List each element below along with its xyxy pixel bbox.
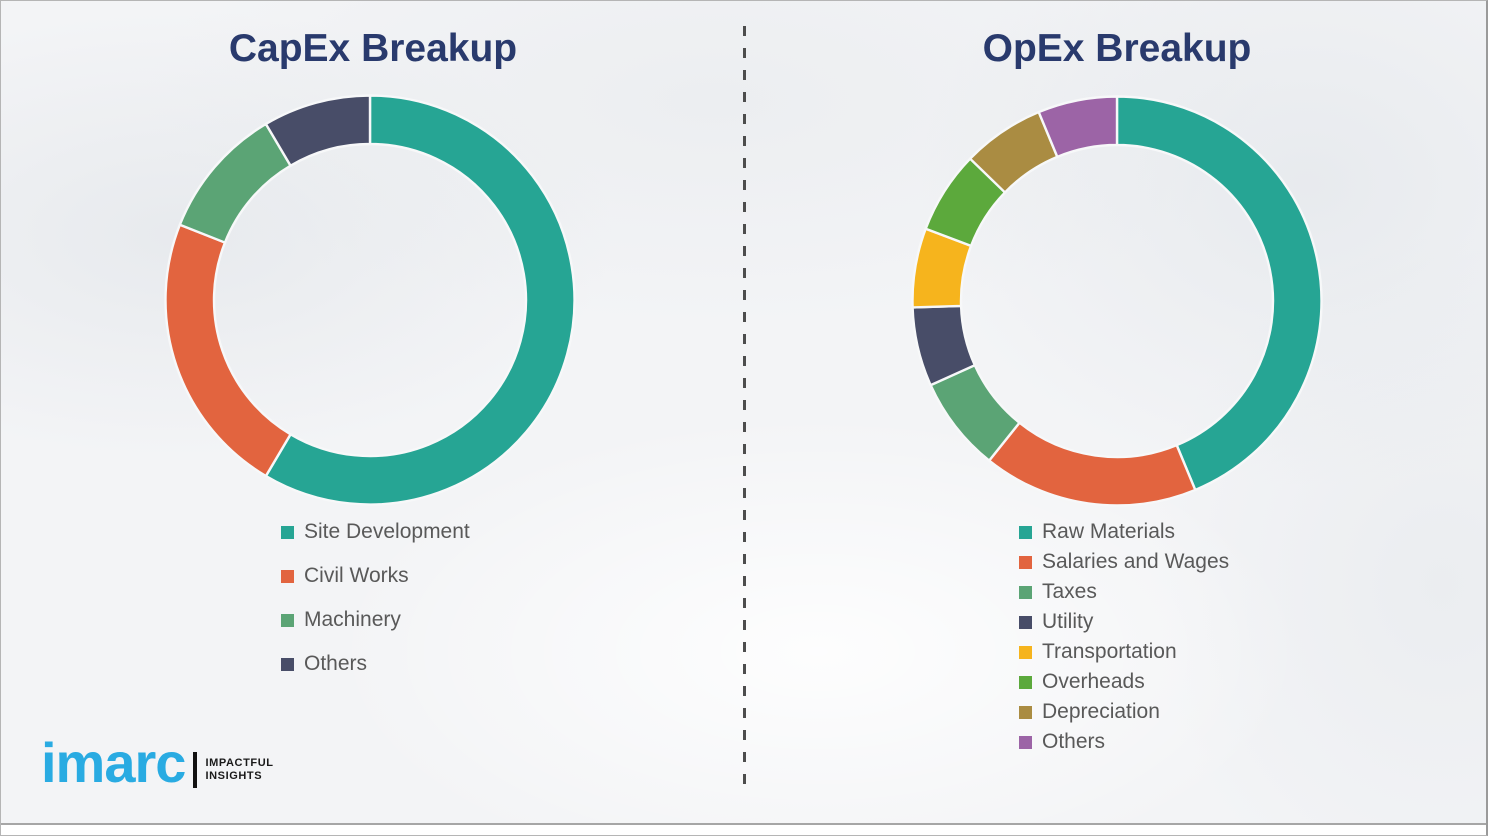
legend-label-machinery: Machinery — [304, 608, 401, 631]
legend-label-depreciation: Depreciation — [1042, 700, 1160, 723]
legend-swatch-others — [281, 657, 294, 671]
legend-swatch-site-development — [281, 525, 294, 539]
donut-segment-civil-works — [164, 223, 292, 478]
legend-item-site-development: Site Development — [281, 510, 470, 554]
legend-swatch-raw-materials — [1019, 525, 1032, 539]
logo-tagline-line1: IMPACTFUL — [205, 757, 274, 769]
opex-legend: Raw Materials Salaries and Wages Taxes Util… — [1019, 517, 1229, 757]
legend-item-others: Others — [281, 642, 470, 686]
legend-swatch-civil-works — [281, 569, 294, 583]
legend-label-others: Others — [304, 652, 368, 675]
capex-legend: Site Development Civil Works Machinery Othe… — [281, 510, 470, 686]
donut-segment-site-development — [264, 94, 576, 506]
legend-label-transportation: Transportation — [1042, 640, 1177, 663]
capex-chart-title: CapEx Breakup — [228, 27, 518, 70]
imarc-logo: imarc IMPACTFUL INSIGHTS — [41, 734, 274, 792]
legend-label-site-development: Site Development — [304, 520, 470, 543]
legend-item-machinery: Machinery — [281, 598, 470, 642]
legend-item-overheads: Overheads — [1019, 667, 1229, 697]
legend-label-taxes: Taxes — [1042, 580, 1097, 603]
legend-swatch-utility — [1019, 615, 1032, 629]
legend-swatch-depreciation — [1019, 705, 1032, 719]
legend-label-others: Others — [1042, 730, 1106, 753]
legend-item-civil-works: Civil Works — [281, 554, 470, 598]
donut-segment-salaries-and-wages — [987, 421, 1197, 507]
legend-swatch-transportation — [1019, 645, 1032, 659]
capex-donut-chart — [164, 94, 576, 506]
legend-label-utility: Utility — [1042, 610, 1094, 633]
logo-divider-bar — [193, 752, 198, 788]
legend-item-others: Others — [1019, 727, 1229, 757]
opex-chart-title: OpEx Breakup — [982, 27, 1252, 70]
legend-swatch-salaries-and-wages — [1019, 555, 1032, 569]
legend-item-transportation: Transportation — [1019, 637, 1229, 667]
legend-item-utility: Utility — [1019, 607, 1229, 637]
bottom-white-strip — [1, 825, 1486, 835]
legend-label-salaries-and-wages: Salaries and Wages — [1042, 550, 1230, 573]
legend-item-salaries-and-wages: Salaries and Wages — [1019, 547, 1229, 577]
donut-segment-others — [1037, 95, 1119, 159]
legend-label-overheads: Overheads — [1042, 670, 1145, 693]
legend-item-depreciation: Depreciation — [1019, 697, 1229, 727]
donut-segment-raw-materials — [1115, 95, 1323, 492]
imarc-wordmark: imarc — [41, 731, 186, 794]
donut-segment-others — [264, 94, 372, 167]
legend-item-taxes: Taxes — [1019, 577, 1229, 607]
opex-donut-chart — [911, 95, 1323, 507]
legend-label-raw-materials: Raw Materials — [1042, 520, 1176, 543]
logo-tagline: IMPACTFUL INSIGHTS — [205, 757, 273, 783]
logo-tagline-line2: INSIGHTS — [205, 770, 263, 782]
legend-swatch-taxes — [1019, 585, 1032, 599]
legend-swatch-others — [1019, 735, 1032, 749]
legend-label-civil-works: Civil Works — [304, 564, 409, 587]
donut-segment-machinery — [178, 122, 292, 244]
legend-swatch-overheads — [1019, 675, 1032, 689]
legend-item-raw-materials: Raw Materials — [1019, 517, 1229, 547]
dashed-divider-line — [743, 26, 746, 792]
bottom-rule-line — [1, 823, 1486, 825]
legend-swatch-machinery — [281, 613, 294, 627]
